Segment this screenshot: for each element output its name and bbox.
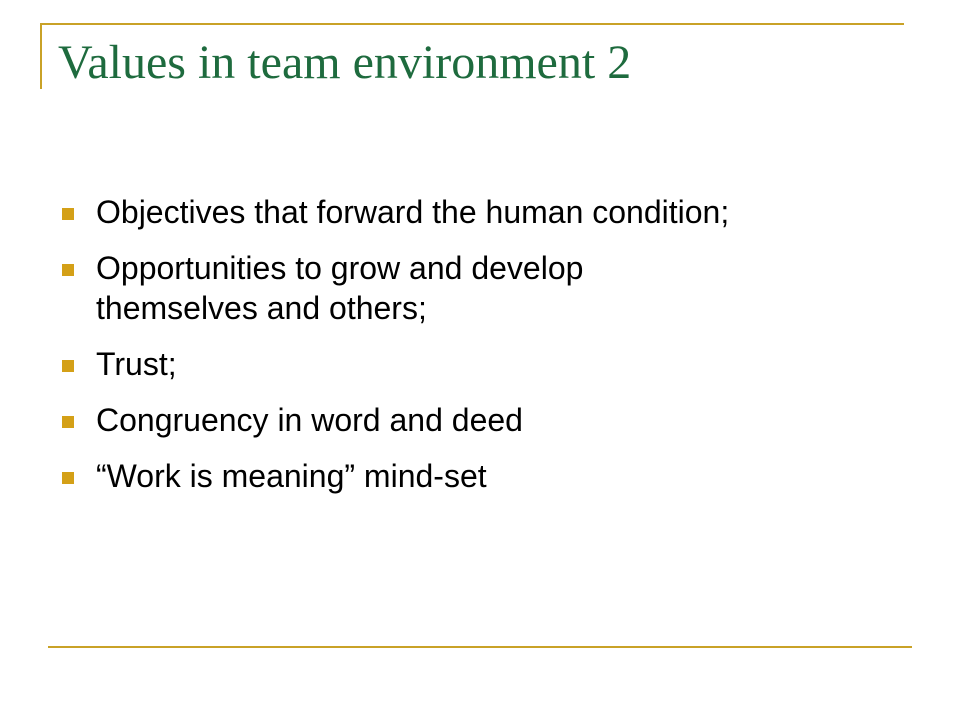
- square-bullet-icon: [62, 472, 74, 484]
- bullet-text: Opportunities to grow and develop themse…: [96, 250, 584, 326]
- square-bullet-icon: [62, 264, 74, 276]
- bullet-text: Objectives that forward the human condit…: [96, 194, 730, 230]
- frame-top-line: [40, 23, 904, 25]
- bullet-item: Opportunities to grow and develop themse…: [60, 248, 920, 328]
- square-bullet-icon: [62, 360, 74, 372]
- square-bullet-icon: [62, 208, 74, 220]
- slide-title: Values in team environment 2: [58, 36, 632, 89]
- frame-left-line: [40, 23, 42, 89]
- bullet-item: Objectives that forward the human condit…: [60, 192, 920, 232]
- bullet-text: Trust;: [96, 346, 177, 382]
- bottom-divider: [48, 646, 912, 648]
- bullet-item: “Work is meaning” mind-set: [60, 456, 920, 496]
- bullet-text: “Work is meaning” mind-set: [96, 458, 487, 494]
- square-bullet-icon: [62, 416, 74, 428]
- bullet-item: Congruency in word and deed: [60, 400, 920, 440]
- bullet-item: Trust;: [60, 344, 920, 384]
- bullet-text: Congruency in word and deed: [96, 402, 523, 438]
- bullet-list: Objectives that forward the human condit…: [60, 192, 920, 512]
